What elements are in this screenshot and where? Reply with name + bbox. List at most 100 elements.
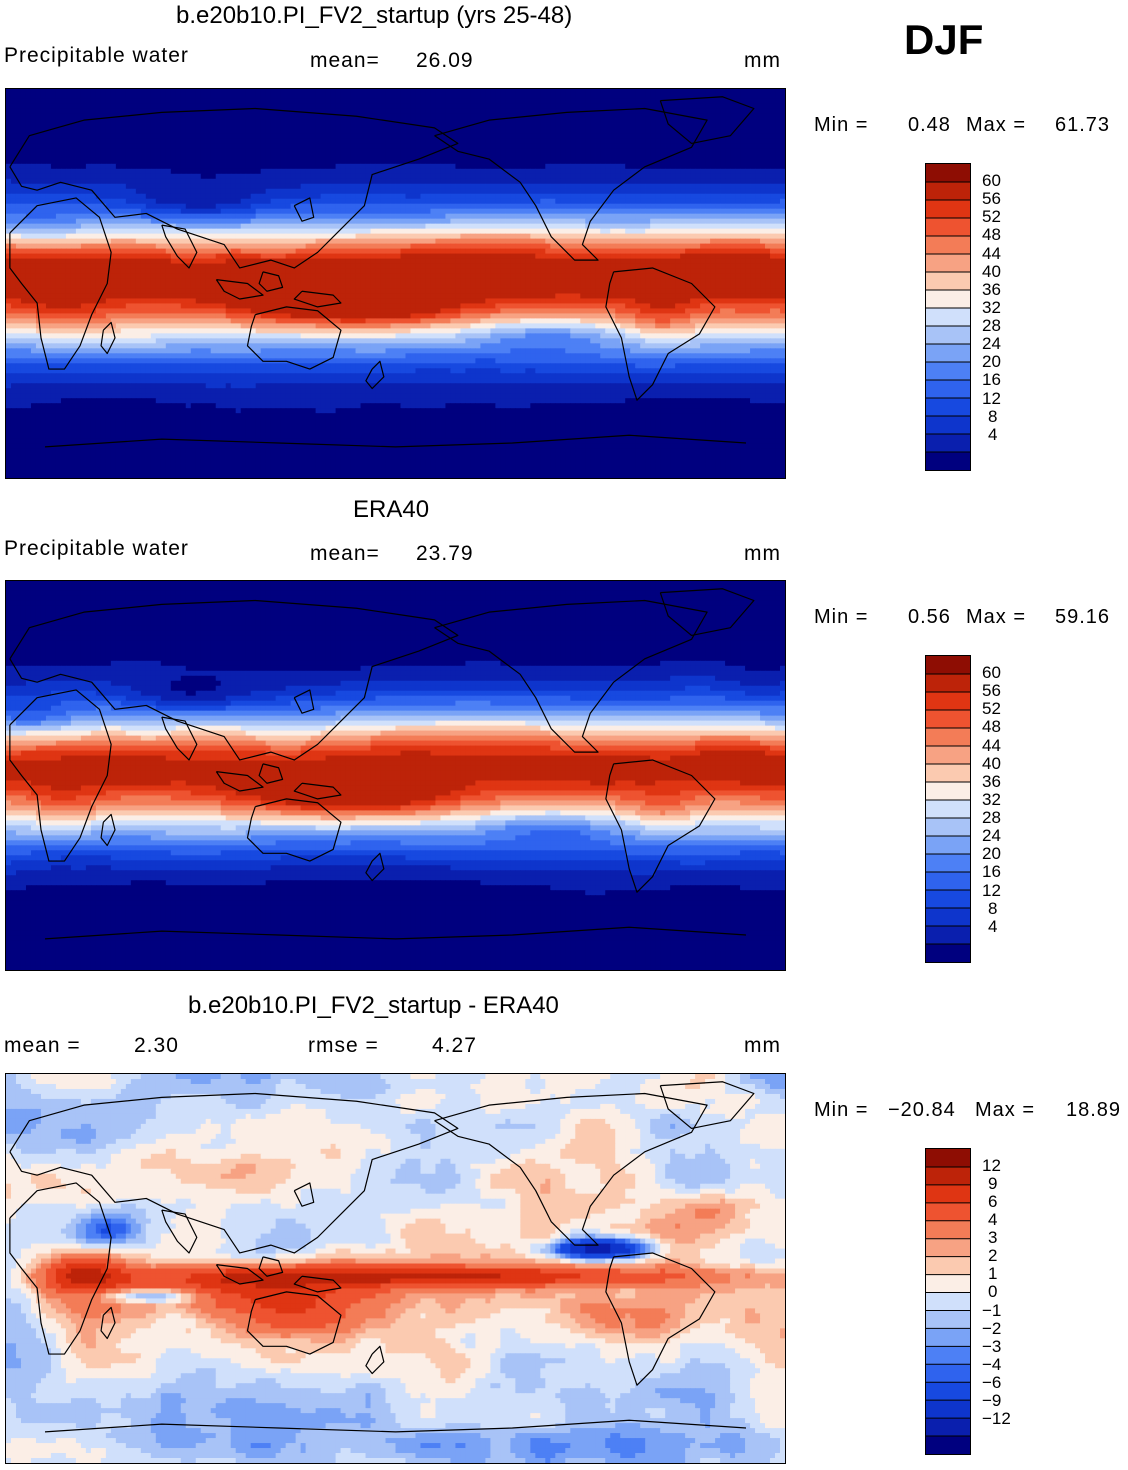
field-cell: [635, 143, 641, 150]
field-cell: [580, 168, 586, 175]
field-cell: [645, 198, 651, 205]
field-cell: [175, 213, 182, 220]
field-cell: [105, 98, 112, 105]
field-cell: [470, 158, 477, 165]
field-cell: [595, 158, 601, 165]
field-cell: [20, 108, 27, 115]
field-cell: [775, 233, 781, 240]
field-cell: [15, 93, 22, 100]
field-cell: [95, 203, 102, 210]
field-cell: [345, 103, 352, 110]
field-cell: [10, 98, 17, 105]
field-cell: [270, 213, 277, 220]
field-cell: [165, 203, 172, 210]
field-cell: [215, 183, 222, 190]
field-cell: [145, 218, 152, 225]
field-cell: [635, 128, 641, 135]
field-cell: [605, 103, 611, 110]
field-cell: [170, 118, 177, 125]
field-cell: [325, 168, 332, 175]
field-cell: [105, 153, 112, 160]
field-cell: [60, 98, 67, 105]
field-cell: [715, 153, 721, 160]
field-cell: [50, 193, 57, 200]
field-cell: [115, 143, 122, 150]
field-cell: [705, 193, 711, 200]
field-cell: [685, 98, 691, 105]
field-cell: [500, 103, 506, 110]
field-cell: [65, 238, 72, 245]
field-cell: [75, 198, 82, 205]
field-cell: [55, 243, 62, 250]
field-cell: [770, 183, 776, 190]
field-cell: [180, 218, 187, 225]
field-cell: [775, 193, 781, 200]
field-cell: [645, 123, 651, 130]
field-cell: [230, 103, 237, 110]
field-cell: [430, 89, 437, 95]
field-cell: [705, 148, 711, 155]
field-cell: [375, 98, 382, 105]
field-cell: [445, 243, 452, 250]
field-cell: [530, 243, 536, 250]
field-cell: [445, 168, 452, 175]
field-cell: [435, 193, 442, 200]
field-cell: [185, 138, 192, 145]
field-cell: [355, 98, 362, 105]
field-cell: [235, 128, 242, 135]
field-cell: [25, 188, 32, 195]
field-cell: [625, 153, 631, 160]
field-cell: [715, 163, 721, 170]
field-cell: [270, 98, 277, 105]
field-cell: [560, 108, 566, 115]
field-cell: [405, 228, 412, 235]
field-cell: [445, 238, 452, 245]
field-cell: [245, 98, 252, 105]
field-cell: [585, 173, 591, 180]
field-cell: [570, 193, 576, 200]
field-cell: [440, 228, 447, 235]
field-cell: [45, 153, 52, 160]
field-cell: [215, 93, 222, 100]
field-cell: [420, 133, 427, 140]
field-cell: [225, 98, 232, 105]
field-cell: [690, 178, 696, 185]
field-cell: [285, 228, 292, 235]
field-cell: [670, 223, 676, 230]
field-cell: [455, 238, 462, 245]
field-cell: [770, 158, 776, 165]
field-cell: [615, 173, 621, 180]
field-cell: [100, 198, 107, 205]
field-cell: [140, 118, 147, 125]
field-cell: [295, 143, 302, 150]
field-cell: [640, 98, 646, 105]
field-cell: [65, 243, 72, 250]
field-cell: [100, 138, 107, 145]
field-cell: [340, 153, 347, 160]
field-cell: [415, 193, 422, 200]
field-cell: [195, 218, 202, 225]
field-cell: [780, 238, 785, 245]
field-cell: [250, 98, 257, 105]
field-cell: [365, 223, 372, 230]
field-cell: [160, 158, 167, 165]
field-cell: [35, 123, 42, 130]
field-cell: [250, 143, 257, 150]
field-cell: [505, 203, 511, 210]
field-cell: [415, 98, 422, 105]
field-cell: [530, 208, 536, 215]
field-cell: [230, 228, 237, 235]
field-cell: [680, 233, 686, 240]
field-cell: [745, 238, 751, 245]
field-cell: [480, 233, 486, 240]
field-cell: [375, 118, 382, 125]
field-cell: [415, 243, 422, 250]
field-cell: [195, 178, 202, 185]
field-cell: [165, 143, 172, 150]
field-cell: [165, 183, 172, 190]
field-cell: [755, 213, 761, 220]
field-cell: [305, 108, 312, 115]
field-cell: [465, 233, 472, 240]
field-cell: [670, 143, 676, 150]
field-cell: [300, 153, 307, 160]
